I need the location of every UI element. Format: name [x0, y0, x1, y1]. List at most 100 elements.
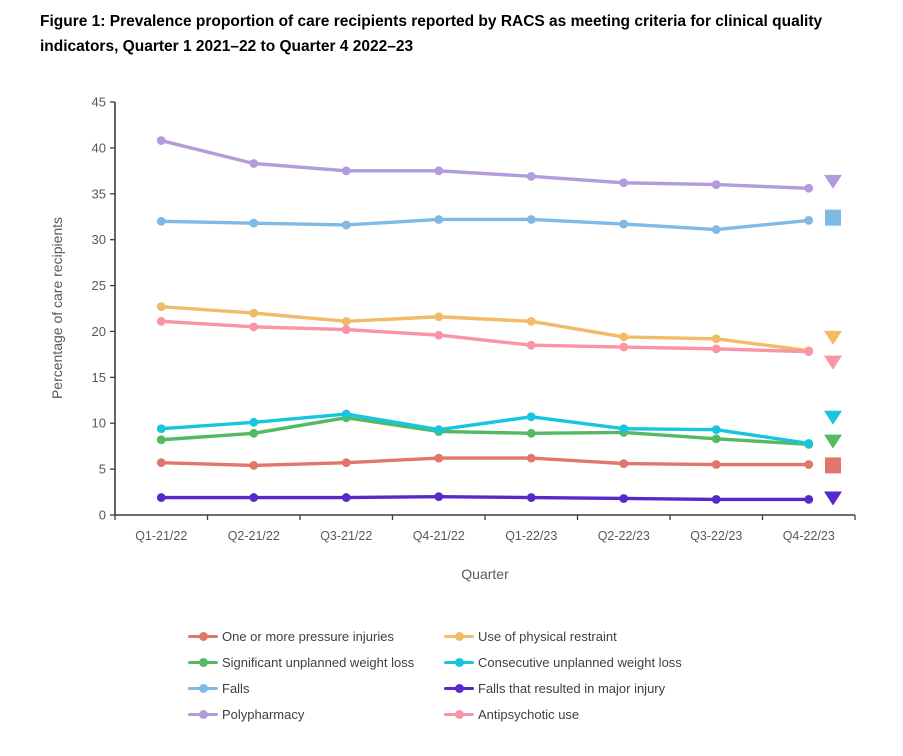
x-tick-label: Q2-21/22 — [228, 529, 280, 543]
legend-item-falls-that-resulted-in-major-injury: Falls that resulted in major injury — [444, 681, 682, 696]
y-tick-label: 30 — [92, 232, 106, 247]
legend-item-polypharmacy: Polypharmacy — [188, 707, 444, 722]
data-point-significant-unplanned-weight-loss — [526, 428, 536, 438]
data-point-one-or-more-pressure-injuries — [619, 459, 629, 469]
data-point-falls-that-resulted-in-major-injury — [249, 493, 259, 502]
series-polypharmacy — [156, 136, 842, 193]
series-falls — [156, 209, 841, 234]
end-marker-triangle-antipsychotic-use — [824, 355, 842, 370]
data-point-consecutive-unplanned-weight-loss — [249, 417, 259, 427]
data-point-falls — [341, 220, 351, 230]
data-point-use-of-physical-restraint — [156, 302, 166, 312]
data-point-antipsychotic-use — [249, 322, 259, 332]
data-point-significant-unplanned-weight-loss — [711, 434, 721, 444]
y-tick-label: 45 — [92, 95, 106, 110]
data-point-polypharmacy — [249, 159, 259, 168]
data-point-antipsychotic-use — [341, 325, 351, 335]
legend-marker-icon — [444, 710, 474, 720]
series-line-use-of-physical-restraint — [159, 304, 811, 353]
end-marker-triangle-falls-that-resulted-in-major-injury — [824, 491, 842, 506]
legend-item-antipsychotic-use: Antipsychotic use — [444, 707, 682, 722]
legend-label: Antipsychotic use — [478, 707, 580, 722]
legend-item-one-or-more-pressure-injuries: One or more pressure injuries — [188, 629, 444, 644]
legend-marker-icon — [188, 632, 218, 642]
legend-marker-icon — [444, 658, 474, 668]
data-point-falls-that-resulted-in-major-injury — [711, 494, 721, 504]
data-point-one-or-more-pressure-injuries — [804, 460, 814, 469]
legend-label: Polypharmacy — [222, 707, 305, 722]
legend-label: Falls that resulted in major injury — [478, 681, 666, 696]
data-point-polypharmacy — [341, 166, 351, 176]
y-tick-label: 10 — [92, 416, 106, 431]
data-point-polypharmacy — [619, 178, 629, 188]
y-tick-label: 40 — [92, 140, 106, 155]
data-point-antipsychotic-use — [804, 347, 814, 357]
x-tick-label: Q1-22/23 — [505, 529, 557, 543]
series-one-or-more-pressure-injuries — [156, 453, 841, 474]
end-marker-triangle-use-of-physical-restraint — [824, 330, 842, 345]
legend-label: Consecutive unplanned weight loss — [478, 655, 682, 670]
end-marker-triangle-consecutive-unplanned-weight-loss — [824, 410, 842, 425]
data-point-consecutive-unplanned-weight-loss — [434, 425, 444, 435]
data-point-falls — [804, 215, 814, 225]
data-point-falls-that-resulted-in-major-injury — [804, 494, 814, 504]
data-point-polypharmacy — [156, 136, 166, 145]
data-point-consecutive-unplanned-weight-loss — [619, 424, 629, 434]
data-point-falls-that-resulted-in-major-injury — [619, 494, 629, 503]
data-point-consecutive-unplanned-weight-loss — [804, 439, 814, 448]
y-tick-label: 15 — [92, 370, 106, 385]
series-line-consecutive-unplanned-weight-loss — [159, 412, 811, 446]
data-point-one-or-more-pressure-injuries — [249, 461, 259, 470]
chart-legend: One or more pressure injuries Use of phys… — [188, 629, 682, 722]
data-point-falls — [156, 216, 166, 226]
figure-title: Figure 1: Prevalence proportion of care … — [40, 13, 823, 55]
legend-marker-icon — [188, 710, 218, 720]
y-tick-label: 5 — [99, 462, 106, 477]
data-point-one-or-more-pressure-injuries — [434, 453, 444, 463]
legend-marker-icon — [188, 658, 218, 668]
data-point-antipsychotic-use — [619, 342, 629, 352]
line-chart: 0 5 10 15 20 25 30 35 40 45 Q1-21/22 Q2-21/22 Q3-21/… — [92, 95, 856, 543]
data-point-polypharmacy — [804, 183, 814, 193]
series-line-one-or-more-pressure-injuries — [159, 456, 811, 468]
data-point-use-of-physical-restraint — [434, 312, 444, 322]
x-tick-label: Q4-22/23 — [783, 529, 835, 543]
data-point-use-of-physical-restraint — [619, 332, 629, 342]
data-point-falls — [249, 218, 259, 228]
series-line-antipsychotic-use — [159, 319, 811, 354]
data-point-one-or-more-pressure-injuries — [711, 460, 721, 469]
data-point-use-of-physical-restraint — [341, 316, 351, 326]
end-marker-square-falls — [825, 209, 841, 226]
series-consecutive-unplanned-weight-loss — [156, 409, 842, 448]
series-antipsychotic-use — [156, 316, 842, 370]
x-tick-label: Q3-21/22 — [320, 529, 372, 543]
series-falls-that-resulted-in-major-injury — [156, 491, 842, 506]
data-point-falls — [526, 215, 536, 224]
y-axis-title: Percentage of care recipients — [49, 216, 65, 400]
legend-label: One or more pressure injuries — [222, 629, 394, 644]
legend-label: Significant unplanned weight loss — [222, 655, 415, 670]
data-point-falls-that-resulted-in-major-injury — [526, 493, 536, 502]
data-point-falls-that-resulted-in-major-injury — [341, 493, 351, 502]
data-point-consecutive-unplanned-weight-loss — [156, 424, 166, 434]
data-point-use-of-physical-restraint — [526, 316, 536, 326]
end-marker-triangle-significant-unplanned-weight-loss — [824, 434, 842, 449]
series-line-falls-that-resulted-in-major-injury — [159, 494, 811, 502]
legend-marker-icon — [188, 684, 218, 694]
x-tick-label: Q3-22/23 — [690, 529, 742, 543]
legend-item-falls: Falls — [188, 681, 444, 696]
data-point-use-of-physical-restraint — [711, 334, 721, 344]
data-point-consecutive-unplanned-weight-loss — [711, 425, 721, 435]
legend-item-consecutive-unplanned-weight-loss: Consecutive unplanned weight loss — [444, 655, 682, 670]
legend-item-use-of-physical-restraint: Use of physical restraint — [444, 629, 682, 644]
data-point-one-or-more-pressure-injuries — [341, 458, 351, 468]
legend-marker-icon — [444, 684, 474, 694]
data-point-falls — [711, 225, 721, 234]
x-axis-title: Quarter — [461, 566, 509, 582]
y-tick-label: 20 — [92, 324, 106, 339]
data-point-polypharmacy — [711, 180, 721, 189]
data-point-antipsychotic-use — [434, 330, 444, 340]
series-use-of-physical-restraint — [156, 302, 842, 356]
data-point-polypharmacy — [526, 171, 536, 181]
